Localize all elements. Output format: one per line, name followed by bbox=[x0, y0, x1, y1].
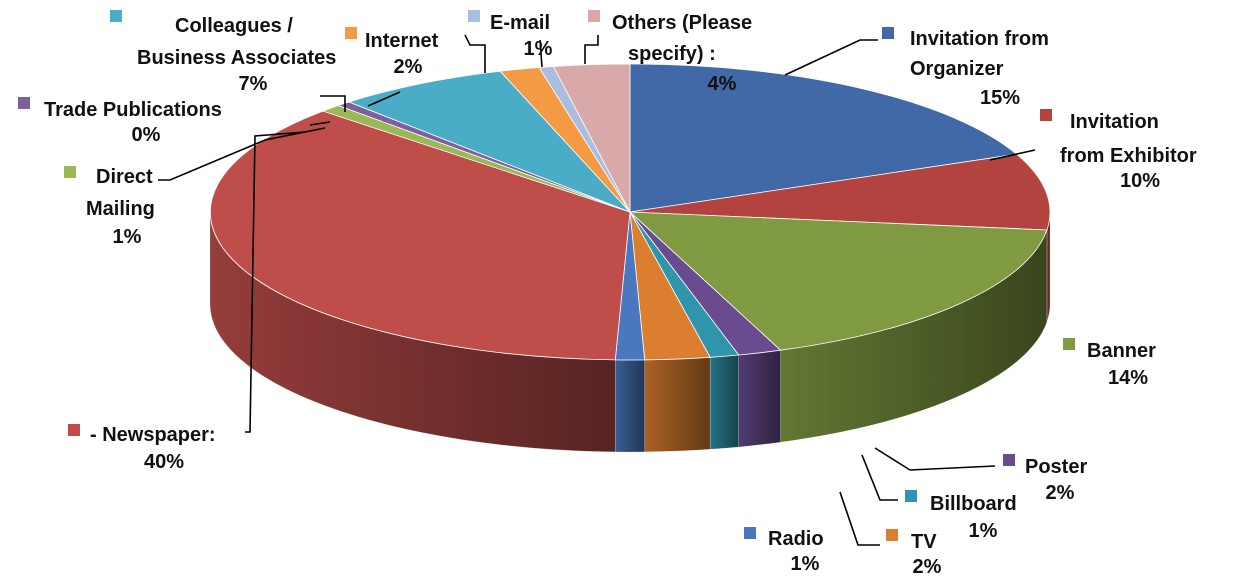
leader-line-10 bbox=[584, 35, 599, 64]
label-organizer-line-2: Organizer bbox=[910, 58, 1004, 80]
legend-marker-colleagues bbox=[110, 10, 122, 22]
legend-marker-organizer bbox=[882, 27, 894, 39]
label-radio-percent: 1% bbox=[791, 553, 820, 575]
legend-marker-direct bbox=[64, 166, 76, 178]
label-billboard-percent: 1% bbox=[969, 520, 998, 542]
leader-line-3 bbox=[861, 454, 898, 501]
leader-lines bbox=[158, 34, 1036, 546]
label-direct-line-1: Direct bbox=[96, 166, 153, 188]
label-radio-line-1: Radio bbox=[768, 528, 824, 550]
label-organizer-percent: 15% bbox=[980, 87, 1020, 109]
legend-marker-others bbox=[588, 10, 600, 22]
legend-marker-newspaper bbox=[68, 424, 80, 436]
leader-line-0 bbox=[784, 39, 878, 76]
label-poster-line-1: Poster bbox=[1025, 456, 1087, 478]
slice-top-2 bbox=[628, 211, 1048, 351]
leader-line-8 bbox=[464, 34, 486, 73]
slice-side-4 bbox=[709, 354, 739, 450]
leader-line-6 bbox=[309, 121, 331, 126]
label-others-line-1: Others (Please bbox=[612, 12, 752, 34]
legend-marker-trade bbox=[18, 97, 30, 109]
slice-side-6 bbox=[615, 359, 645, 453]
label-trade-percent: 0% bbox=[132, 124, 161, 146]
label-newspaper-line-1: - Newspaper: bbox=[90, 424, 216, 446]
label-internet-line-1: Internet bbox=[365, 30, 439, 52]
label-trade-line-1: Trade Publications bbox=[44, 99, 222, 121]
label-tv-percent: 2% bbox=[913, 556, 942, 577]
leader-line-9 bbox=[539, 39, 543, 68]
label-exhibitor-percent: 10% bbox=[1120, 170, 1160, 192]
pie-top-layer bbox=[209, 63, 1051, 361]
slice-side-5 bbox=[644, 356, 711, 453]
slice-top-0 bbox=[629, 63, 1018, 213]
slice-top-1 bbox=[629, 153, 1051, 231]
leader-line-12 bbox=[320, 95, 346, 112]
legend-marker-email bbox=[468, 10, 480, 22]
label-email-line-1: E-mail bbox=[490, 12, 550, 34]
slice-side-3 bbox=[738, 349, 781, 448]
pie-depth-layer bbox=[209, 211, 1051, 453]
leader-line-2 bbox=[874, 447, 996, 471]
label-organizer-line-1: Invitation from bbox=[910, 28, 1049, 50]
label-billboard-line-1: Billboard bbox=[930, 493, 1017, 515]
legend-marker-exhibitor bbox=[1040, 109, 1052, 121]
label-others-percent: 4% bbox=[708, 73, 737, 95]
label-internet-percent: 2% bbox=[394, 56, 423, 78]
label-others-line-2: specify) : bbox=[628, 43, 716, 65]
leader-line-7 bbox=[158, 127, 326, 181]
label-direct-percent: 1% bbox=[113, 226, 142, 248]
label-email-percent: 1% bbox=[524, 38, 553, 60]
leader-line-4 bbox=[839, 491, 880, 546]
label-colleagues-line-2: Business Associates bbox=[137, 47, 336, 69]
label-exhibitor-line-1: Invitation bbox=[1070, 111, 1159, 133]
label-tv-line-1: TV bbox=[911, 531, 937, 553]
label-poster-percent: 2% bbox=[1046, 482, 1075, 504]
label-banner-line-1: Banner bbox=[1087, 340, 1156, 362]
leader-line-1 bbox=[989, 149, 1036, 161]
slice-top-13 bbox=[552, 63, 631, 213]
label-newspaper-percent: 40% bbox=[144, 451, 184, 473]
leader-line-5 bbox=[367, 91, 401, 107]
label-banner-percent: 14% bbox=[1108, 367, 1148, 389]
slice-labels: Invitation from Organizer 15% Invitation fro… bbox=[18, 10, 1197, 577]
label-colleagues-line-1: Colleagues / bbox=[175, 15, 293, 37]
legend-marker-tv bbox=[886, 529, 898, 541]
leader-line-11 bbox=[245, 131, 306, 433]
legend-marker-billboard bbox=[905, 490, 917, 502]
label-direct-line-2: Mailing bbox=[86, 198, 155, 220]
label-exhibitor-line-2: from Exhibitor bbox=[1060, 145, 1197, 167]
legend-marker-banner bbox=[1063, 338, 1075, 350]
legend-marker-radio bbox=[744, 527, 756, 539]
legend-marker-internet bbox=[345, 27, 357, 39]
legend-marker-poster bbox=[1003, 454, 1015, 466]
label-colleagues-percent: 7% bbox=[239, 73, 268, 95]
slice-top-10 bbox=[347, 70, 631, 213]
